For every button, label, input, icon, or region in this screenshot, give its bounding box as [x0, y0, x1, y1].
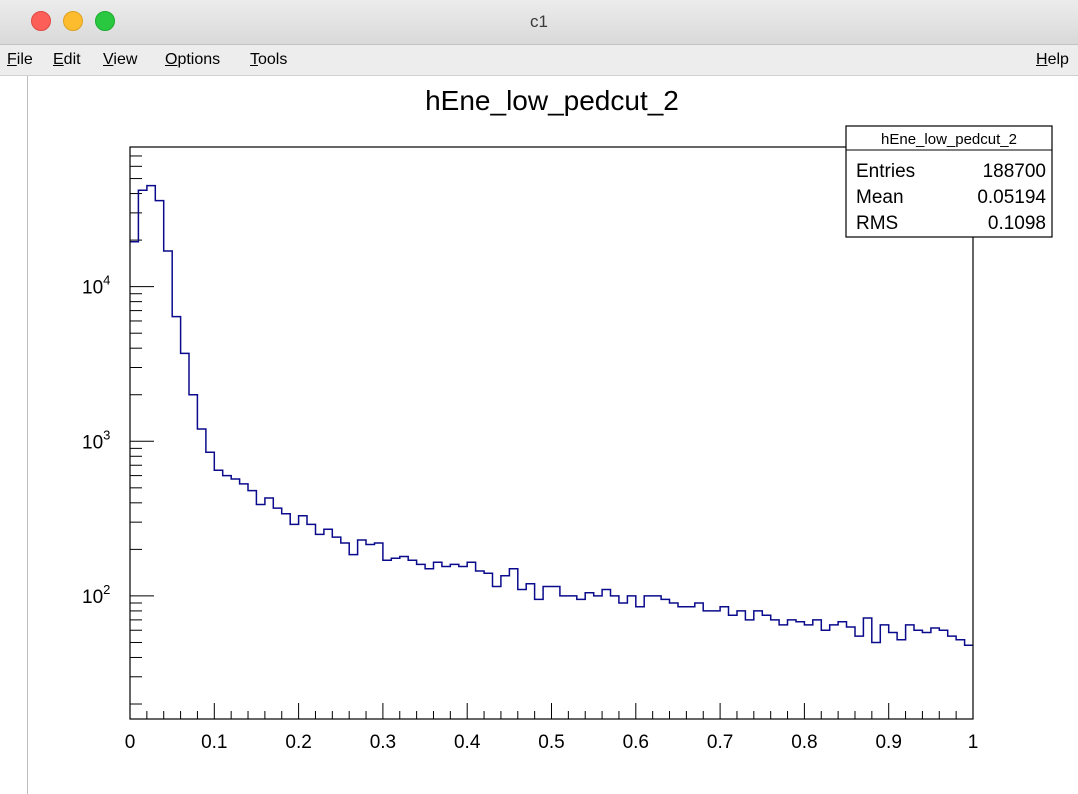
histogram-line: [130, 184, 973, 646]
menu-edit[interactable]: Edit: [53, 51, 81, 68]
x-tick-label: 0.2: [285, 732, 311, 753]
menu-help[interactable]: Help: [1036, 51, 1069, 68]
window-titlebar[interactable]: c1: [0, 0, 1078, 45]
plot-frame: [129, 146, 974, 720]
chart-title: hEne_low_pedcut_2: [425, 85, 679, 116]
x-tick-label: 0.8: [791, 732, 817, 753]
zoom-window-button[interactable]: [95, 11, 115, 31]
menu-file[interactable]: File: [7, 51, 33, 68]
y-tick-label: 103: [82, 427, 110, 453]
x-tick-label: 0.4: [454, 732, 481, 753]
stats-mean-value: 0.05194: [977, 187, 1046, 208]
stats-box-frame: [845, 125, 1053, 238]
menu-view[interactable]: View: [103, 51, 138, 68]
menu-tools[interactable]: Tools: [250, 51, 288, 68]
stats-rms-label: RMS: [856, 213, 898, 234]
x-tick-labels: 0 0.1 0.2 0.3 0.4 0.5 0.6 0.7 0.8 0.9 1: [125, 732, 979, 753]
y-tick-label: 104: [82, 273, 110, 299]
menu-options[interactable]: Options: [165, 51, 221, 68]
close-window-button[interactable]: [31, 11, 51, 31]
x-tick-label: 0.1: [201, 732, 227, 753]
x-tick-label: 0.5: [538, 732, 564, 753]
x-tick-label: 0.6: [623, 732, 649, 753]
stats-box-title: hEne_low_pedcut_2: [881, 131, 1017, 148]
stats-entries-label: Entries: [856, 161, 915, 182]
x-tick-label: 0.7: [707, 732, 733, 753]
stats-entries-value: 188700: [983, 161, 1046, 182]
x-tick-label: 0.9: [875, 732, 901, 753]
stats-box[interactable]: hEne_low_pedcut_2 Entries 188700 Mean 0.…: [845, 125, 1053, 238]
minimize-window-button[interactable]: [63, 11, 83, 31]
x-tick-label: 0: [125, 732, 136, 753]
menubar: File Edit View Options Tools Help: [0, 45, 1078, 76]
x-tick-label: 0.3: [370, 732, 396, 753]
y-tick-labels: 102 103 104: [82, 273, 110, 608]
stats-rms-value: 0.1098: [988, 213, 1046, 234]
stats-mean-label: Mean: [856, 187, 904, 208]
y-tick-label: 102: [82, 582, 110, 608]
window-title: c1: [530, 12, 548, 31]
x-tick-label: 1: [968, 732, 979, 753]
